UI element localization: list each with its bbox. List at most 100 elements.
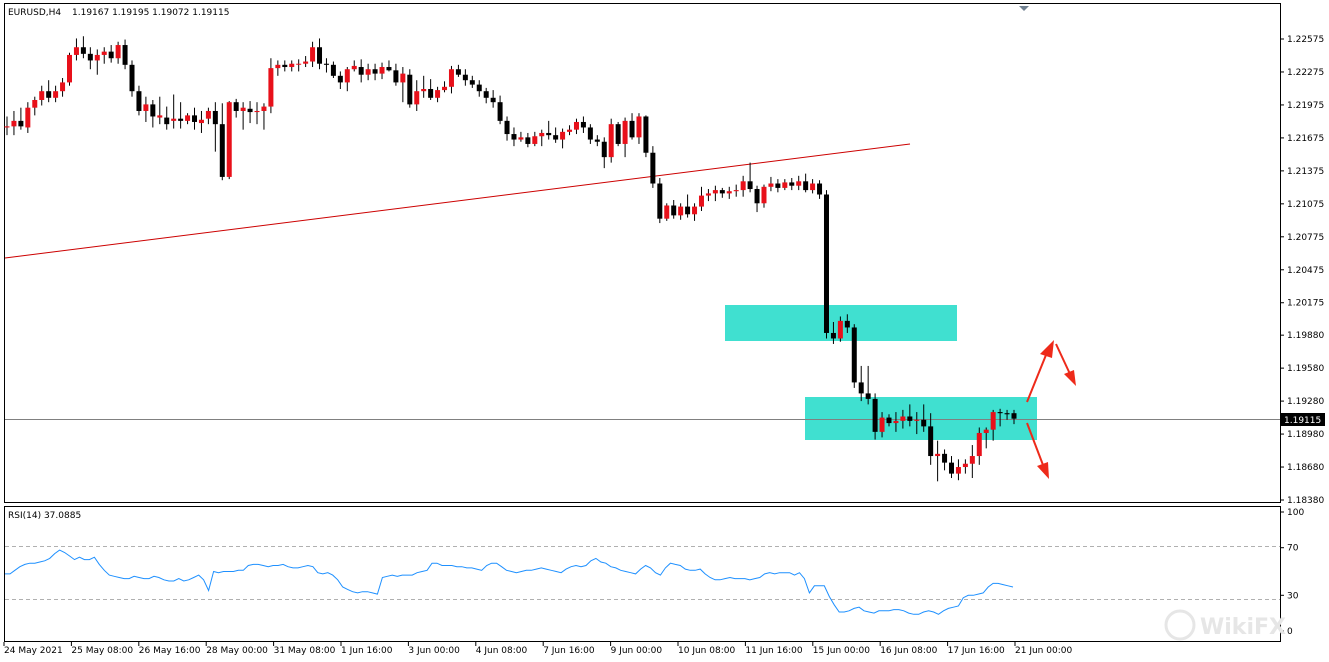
candle-body — [525, 137, 531, 144]
candle-body — [872, 398, 878, 432]
candle-body — [789, 182, 795, 186]
arrow-up-line — [1026, 349, 1049, 403]
candle-body — [108, 51, 114, 59]
candle-body — [268, 68, 274, 107]
candle-body — [692, 206, 698, 215]
candle-body — [518, 137, 524, 140]
candle-body — [351, 65, 357, 70]
candle-body — [442, 86, 448, 91]
candle-body — [101, 51, 107, 55]
candle-body — [462, 74, 468, 81]
candle-body — [39, 91, 45, 100]
candle-body — [754, 189, 760, 204]
candle-body — [455, 69, 461, 75]
candle-body — [219, 124, 225, 177]
price-tick-label: 1.19880 — [1287, 331, 1324, 341]
candle-body — [282, 64, 288, 68]
candle-body — [553, 135, 559, 140]
candle-body — [643, 116, 649, 153]
candle-body — [372, 69, 378, 74]
candle-body — [942, 453, 948, 463]
current-price-label: 1.19115 — [1284, 416, 1321, 426]
chart-shift-marker[interactable] — [1019, 6, 1029, 11]
candle-body — [935, 453, 941, 457]
candles-group — [4, 36, 1017, 482]
candle-body — [18, 120, 24, 127]
candle-body — [171, 118, 177, 121]
candle-body — [858, 382, 864, 394]
candle-body — [435, 90, 441, 98]
candle-body — [1004, 413, 1010, 415]
watermark: WikiFX — [1200, 615, 1286, 640]
candle-body — [955, 467, 961, 474]
candle-body — [560, 131, 566, 140]
candle-body — [428, 89, 434, 98]
price-tick-label: 1.21975 — [1287, 101, 1324, 111]
candle-body — [46, 91, 52, 98]
rsi-title: RSI(14) 37.0885 — [8, 511, 81, 521]
candle-body — [851, 327, 857, 383]
candle-body — [323, 63, 329, 65]
candle-body — [414, 91, 420, 105]
time-tick-label: 10 Jun 08:00 — [678, 646, 735, 656]
candle-body — [303, 61, 309, 64]
candle-body — [928, 426, 934, 457]
candle-body — [261, 106, 267, 111]
price-tick-label: 1.21675 — [1287, 134, 1324, 144]
candle-body — [705, 193, 711, 196]
ohlc-readout: 1.19167 1.19195 1.19072 1.19115 — [72, 8, 229, 18]
candle-body — [664, 205, 670, 219]
candle-body — [657, 183, 663, 219]
candle-body — [393, 70, 399, 83]
candle-body — [60, 82, 66, 92]
candle-body — [233, 102, 239, 111]
candle-body — [198, 119, 204, 124]
price-tick-label: 1.18680 — [1287, 463, 1324, 473]
candle-body — [622, 120, 628, 144]
candle-body — [865, 393, 871, 399]
arrow-down-right-line — [1055, 343, 1071, 375]
candle-body — [629, 120, 635, 138]
candle-body — [837, 320, 843, 339]
candle-body — [310, 47, 316, 62]
candle-body — [567, 129, 573, 132]
rsi-tick-label: 30 — [1287, 591, 1299, 601]
candle-body — [671, 205, 677, 216]
candle-body — [726, 191, 732, 194]
candle-body — [448, 69, 454, 87]
candle-body — [296, 63, 302, 65]
candle-body — [469, 80, 475, 85]
time-tick-label: 1 Jun 16:00 — [341, 646, 393, 656]
candle-body — [775, 183, 781, 188]
price-tick-label: 1.19280 — [1287, 397, 1324, 407]
candle-body — [907, 416, 913, 421]
arrow-up-head — [1040, 340, 1054, 358]
candle-body — [337, 75, 343, 83]
time-tick-label: 24 May 2021 — [4, 646, 63, 656]
candle-body — [205, 110, 211, 119]
price-axis: 1.22575 1.22275 1.21975 1.21675 1.21375 1.210… — [1280, 35, 1324, 506]
candle-body — [768, 183, 774, 187]
trendline[interactable] — [4, 143, 911, 259]
candle-body — [636, 116, 642, 138]
candle-body — [87, 53, 93, 61]
candle-body — [698, 195, 704, 207]
candle-body — [379, 67, 385, 74]
price-tick-label: 1.18380 — [1287, 496, 1324, 506]
candle-body — [240, 107, 246, 111]
candle-body — [712, 190, 718, 194]
candle-body — [511, 134, 517, 140]
time-tick-label: 16 Jun 08:00 — [880, 646, 937, 656]
candle-body — [80, 47, 86, 54]
candle-body — [73, 47, 79, 55]
candle-body — [504, 120, 510, 135]
time-tick-label: 21 Jun 00:00 — [1015, 646, 1072, 656]
price-tick-label: 1.21075 — [1287, 200, 1324, 210]
candle-body — [483, 91, 489, 98]
candle-body — [365, 69, 371, 75]
candle-body — [247, 108, 253, 113]
candle-body — [685, 206, 691, 215]
candle-body — [823, 194, 829, 333]
candle-body — [844, 320, 850, 328]
time-tick-label: 15 Jun 00:00 — [813, 646, 870, 656]
